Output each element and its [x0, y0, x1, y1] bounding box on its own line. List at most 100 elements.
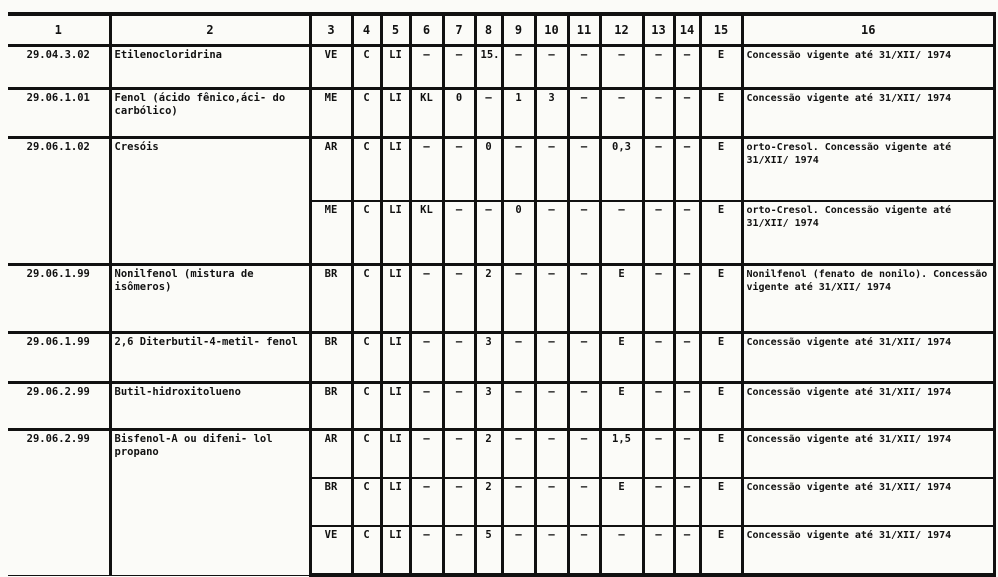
observation-cell: Concessão vigente até 31/XII/ 1974	[740, 331, 996, 383]
value-cell: –	[672, 381, 702, 430]
value-cell: C	[350, 200, 383, 265]
value-cell: –	[672, 87, 702, 138]
value-cell: –	[500, 428, 537, 479]
value-cell: –	[566, 477, 602, 527]
column-header: 12	[598, 12, 645, 47]
observation-cell: orto-Cresol. Concessão vigente até 31/XI…	[740, 200, 996, 265]
value-cell: –	[441, 525, 477, 577]
value-cell: C	[350, 87, 383, 138]
table-row: 29.06.1.01 Fenol (ácido fênico,áci- do ca…	[8, 87, 996, 138]
observation-cell: Concessão vigente até 31/XII/ 1974	[740, 381, 996, 430]
value-cell: E	[598, 381, 645, 430]
value-cell: ME	[308, 200, 354, 265]
value-cell: –	[441, 477, 477, 527]
column-header: 13	[641, 12, 676, 47]
tariff-code: 29.04.3.02	[8, 44, 112, 89]
value-cell: LI	[379, 331, 412, 383]
value-cell: –	[408, 44, 445, 89]
column-header: 1	[8, 12, 112, 47]
value-cell: –	[441, 428, 477, 479]
value-cell: 3	[533, 87, 570, 138]
value-cell: E	[598, 263, 645, 333]
value-cell: –	[408, 381, 445, 430]
value-cell: –	[473, 87, 504, 138]
value-cell: –	[533, 477, 570, 527]
value-cell: –	[641, 477, 676, 527]
value-cell: –	[408, 525, 445, 577]
value-cell: –	[441, 331, 477, 383]
value-cell: E	[698, 44, 744, 89]
tariff-code: 29.06.1.99	[8, 331, 112, 383]
value-cell: LI	[379, 381, 412, 430]
product-name: Nonilfenol (mistura de isômeros)	[108, 263, 312, 333]
value-cell: –	[641, 44, 676, 89]
value-cell: –	[441, 200, 477, 265]
value-cell: –	[408, 263, 445, 333]
value-cell: –	[641, 200, 676, 265]
value-cell: E	[698, 381, 744, 430]
value-cell: –	[500, 381, 537, 430]
tariff-table: 1 2 3 4 5 6 7 8 9 10 11 12 13 14 15 16 29.04.3.02 Etilen…	[8, 12, 996, 577]
value-cell: LI	[379, 136, 412, 202]
product-name: Etilenocloridrina	[108, 44, 312, 89]
value-cell: E	[698, 263, 744, 333]
value-cell: –	[598, 44, 645, 89]
value-cell: LI	[379, 525, 412, 577]
value-cell: –	[500, 525, 537, 577]
value-cell: –	[566, 87, 602, 138]
value-cell: –	[441, 263, 477, 333]
observation-cell: orto-Cresol. Concessão vigente até 31/XI…	[740, 136, 996, 202]
value-cell: C	[350, 263, 383, 333]
value-cell: KL	[408, 87, 445, 138]
observation-cell: Concessão vigente até 31/XII/ 1974	[740, 428, 996, 479]
value-cell: C	[350, 381, 383, 430]
column-header: 11	[566, 12, 602, 47]
column-header: 2	[108, 12, 312, 47]
value-cell: AR	[308, 428, 354, 479]
value-cell: –	[672, 44, 702, 89]
table-row: 29.06.1.99 2,6 Diterbutil-4-metil- fenol B…	[8, 331, 996, 383]
value-cell: C	[350, 44, 383, 89]
column-header: 10	[533, 12, 570, 47]
product-name: Cresóis	[108, 136, 312, 265]
value-cell: E	[698, 136, 744, 202]
value-cell: –	[672, 331, 702, 383]
value-cell: C	[350, 136, 383, 202]
value-cell: –	[566, 44, 602, 89]
value-cell: –	[473, 200, 504, 265]
observation-cell: Concessão vigente até 31/XII/ 1974	[740, 44, 996, 89]
value-cell: –	[533, 525, 570, 577]
value-cell: –	[408, 331, 445, 383]
value-cell: –	[641, 263, 676, 333]
column-header: 8	[473, 12, 504, 47]
value-cell: –	[441, 44, 477, 89]
value-cell: LI	[379, 200, 412, 265]
value-cell: –	[500, 136, 537, 202]
column-header: 5	[379, 12, 412, 47]
observation-cell: Concessão vigente até 31/XII/ 1974	[740, 525, 996, 577]
column-header: 3	[308, 12, 354, 47]
value-cell: –	[566, 331, 602, 383]
column-header: 16	[740, 12, 996, 47]
value-cell: –	[641, 331, 676, 383]
tariff-code: 29.06.2.99	[8, 381, 112, 430]
value-cell: VE	[308, 44, 354, 89]
value-cell: –	[500, 477, 537, 527]
table-row: 29.04.3.02 Etilenocloridrina VE C LI – –15. – – –…	[8, 44, 996, 89]
value-cell: LI	[379, 477, 412, 527]
value-cell: –	[641, 525, 676, 577]
value-cell: VE	[308, 525, 354, 577]
column-header: 6	[408, 12, 445, 47]
value-cell: –	[533, 428, 570, 479]
table-row: VE C LI – –5– – – – – – E Concessão vigente até 31/…	[8, 525, 996, 577]
value-cell: –	[566, 136, 602, 202]
value-cell: 0	[500, 200, 537, 265]
value-cell: E	[698, 87, 744, 138]
observation-cell: Concessão vigente até 31/XII/ 1974	[740, 87, 996, 138]
value-cell: –	[672, 200, 702, 265]
value-cell: C	[350, 477, 383, 527]
column-header: 15	[698, 12, 744, 47]
observation-cell: Concessão vigente até 31/XII/ 1974	[740, 477, 996, 527]
value-cell: –	[641, 381, 676, 430]
